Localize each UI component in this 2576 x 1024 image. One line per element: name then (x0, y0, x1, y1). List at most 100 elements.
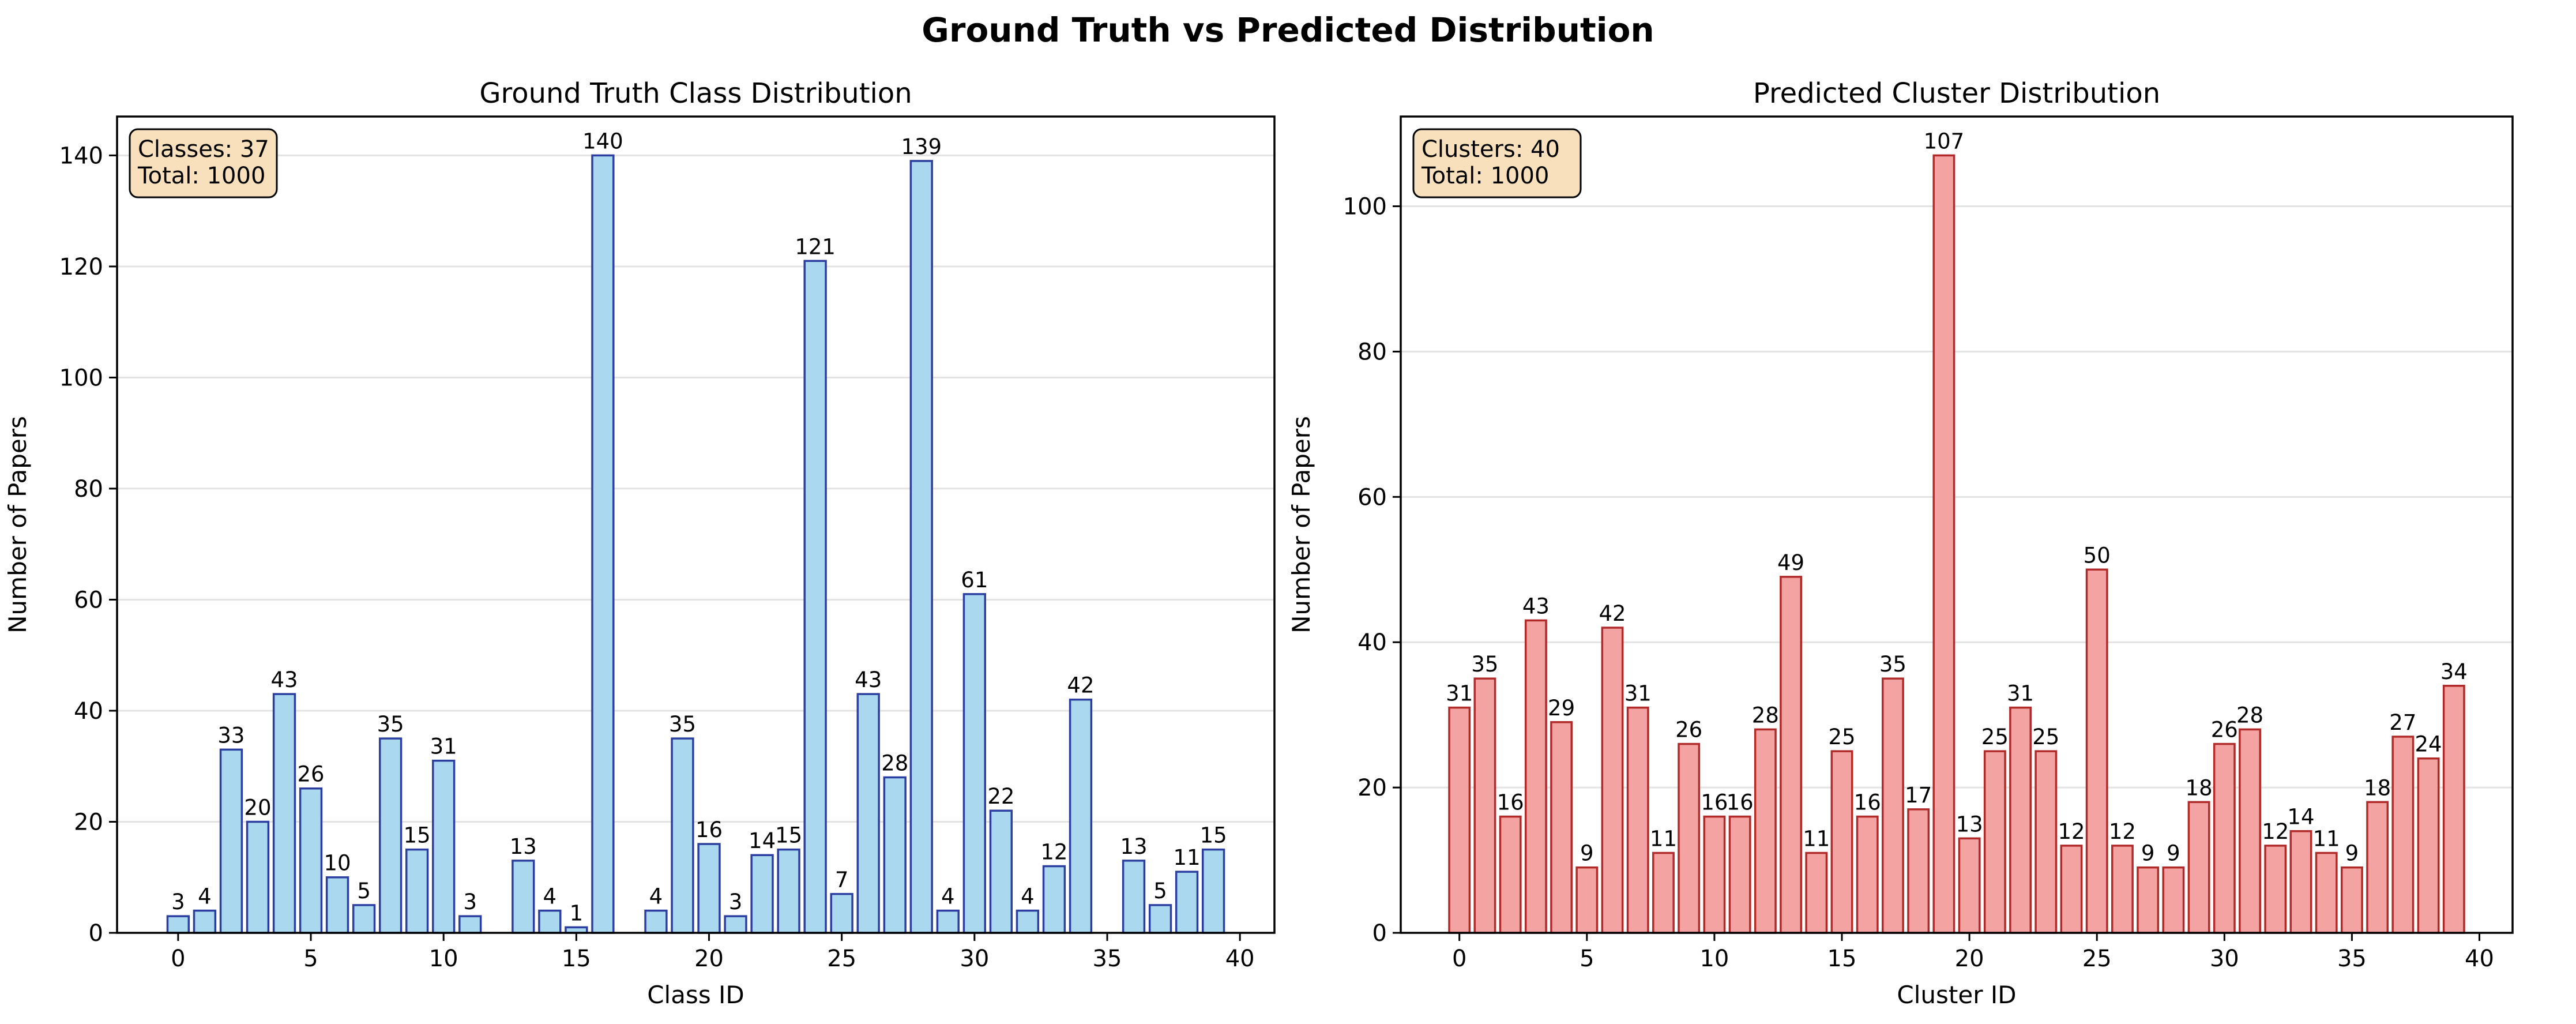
x-axis-label: Cluster ID (1897, 981, 2016, 1009)
bar (1932, 154, 1955, 934)
bar-value-label: 26 (1675, 718, 1702, 742)
info-box (129, 128, 278, 198)
x-tick-label: 0 (1452, 946, 1466, 972)
bar (803, 260, 827, 934)
x-tick-label: 5 (1580, 946, 1594, 972)
bar (1830, 750, 1853, 934)
bar (193, 909, 217, 934)
bar (1754, 728, 1777, 934)
bar-value-label: 9 (2141, 841, 2155, 866)
bar-value-label: 107 (1924, 129, 1965, 153)
bar-value-label: 15 (404, 823, 431, 848)
bar (2137, 866, 2160, 934)
bar-value-label: 4 (649, 884, 663, 909)
bar (644, 909, 668, 934)
bar (1448, 706, 1471, 934)
bar (856, 693, 880, 934)
info-box-line: Classes: 37 (138, 136, 269, 163)
bar (671, 737, 694, 934)
bar (724, 915, 747, 934)
bar (1882, 677, 1904, 934)
bar-value-label: 28 (881, 751, 908, 775)
bar-value-label: 43 (1522, 594, 1550, 618)
bar-value-label: 20 (244, 795, 271, 820)
bar (1175, 871, 1199, 934)
y-tick-label: 0 (1372, 920, 1387, 947)
y-tick-label: 40 (74, 698, 103, 725)
bar-value-label: 121 (795, 234, 836, 259)
bar-value-label: 11 (1803, 826, 1830, 851)
bar-value-label: 50 (2084, 543, 2111, 568)
bar-value-label: 11 (1174, 845, 1201, 870)
bar (1550, 721, 1573, 934)
bar (2264, 845, 2287, 934)
x-tick-label: 35 (1093, 946, 1122, 972)
bar (1678, 742, 1701, 934)
bar-value-label: 5 (1153, 879, 1167, 903)
bar (1122, 860, 1146, 934)
bar (936, 909, 960, 934)
bar (1703, 815, 1726, 934)
bar (458, 915, 482, 934)
bar-value-label: 9 (2167, 841, 2180, 866)
x-axis-label: Class ID (647, 981, 744, 1009)
bar (272, 693, 296, 934)
bar (538, 909, 562, 934)
figure-title: Ground Truth vs Predicted Distribution (922, 10, 1654, 50)
bar-value-label: 14 (749, 828, 776, 853)
y-tick-label: 20 (1357, 775, 1387, 801)
bar-value-label: 4 (198, 884, 212, 909)
bar (166, 915, 190, 934)
bar (1728, 815, 1751, 934)
bar (1780, 576, 1803, 934)
y-tick-label: 80 (74, 476, 103, 502)
bar (2366, 801, 2389, 934)
bar-value-label: 42 (1067, 673, 1094, 698)
bar-value-label: 14 (2287, 805, 2314, 830)
bar-value-label: 25 (1828, 725, 1855, 749)
y-tick-label: 120 (59, 254, 103, 280)
bar-value-label: 42 (1599, 601, 1626, 626)
y-tick-label: 80 (1357, 339, 1387, 365)
x-tick-label: 20 (694, 946, 724, 972)
bar (432, 759, 456, 934)
bar (1148, 904, 1172, 934)
bar (697, 843, 721, 934)
bar-value-label: 18 (2186, 775, 2213, 800)
bar (378, 737, 403, 934)
bar (2085, 568, 2108, 934)
bar (246, 820, 270, 934)
bar (219, 748, 243, 934)
bar (2442, 685, 2465, 934)
bar-value-label: 27 (2389, 710, 2416, 735)
bar-value-label: 1 (570, 901, 584, 925)
axes-title: Ground Truth Class Distribution (479, 77, 912, 110)
bar-value-label: 61 (961, 568, 988, 592)
bar-value-label: 25 (2032, 725, 2059, 749)
bar-value-label: 4 (543, 884, 557, 909)
x-tick-label: 40 (1225, 946, 1255, 972)
bar (512, 860, 535, 934)
y-axis-label: Number of Papers (1287, 416, 1315, 633)
bar (1016, 909, 1040, 934)
x-tick-label: 15 (562, 946, 591, 972)
bar-value-label: 16 (1727, 790, 1754, 815)
x-tick-label: 30 (960, 946, 989, 972)
bar (1524, 619, 1547, 934)
bar (1983, 750, 2006, 934)
y-axis-label: Number of Papers (3, 416, 32, 633)
bar-value-label: 26 (2211, 718, 2238, 742)
bar (2009, 706, 2032, 934)
bar-value-label: 3 (729, 890, 743, 914)
info-box-line: Total: 1000 (137, 163, 265, 189)
bar-value-label: 4 (941, 884, 955, 909)
bar (325, 876, 349, 934)
bar (777, 848, 800, 934)
bar (750, 854, 774, 934)
bar-value-label: 43 (270, 667, 298, 692)
bar-value-label: 31 (1624, 681, 1652, 706)
bar (2162, 866, 2185, 934)
x-tick-label: 30 (2210, 946, 2239, 972)
x-tick-label: 15 (1827, 946, 1857, 972)
